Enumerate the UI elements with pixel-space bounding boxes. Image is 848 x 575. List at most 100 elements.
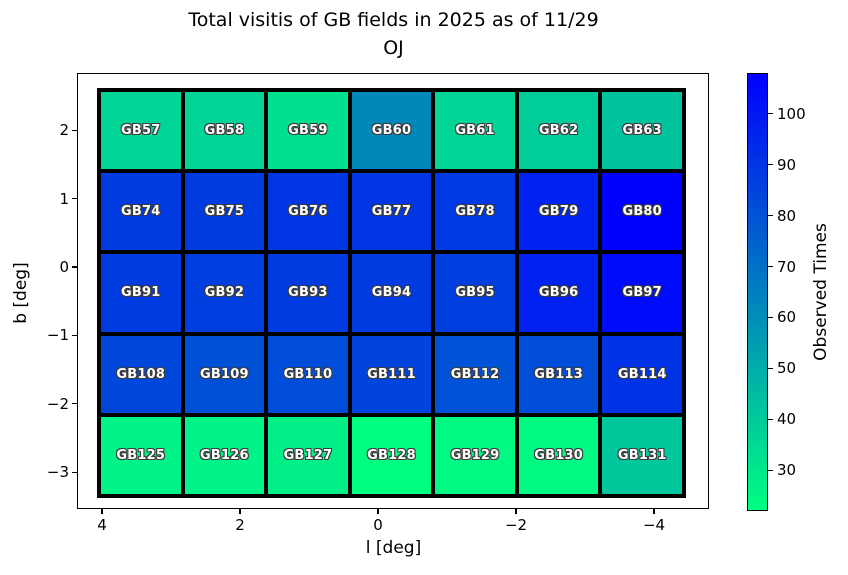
field-label: GB127	[283, 447, 333, 463]
heatmap-cell-GB57: GB57	[99, 90, 183, 172]
y-tick-mark	[72, 403, 77, 405]
y-tick-label: 1	[59, 189, 69, 208]
heatmap-cell-GB110: GB110	[266, 333, 350, 415]
heatmap-cell-GB112: GB112	[433, 333, 517, 415]
field-label: GB96	[538, 285, 579, 301]
colorbar-tick-label: 60	[777, 308, 797, 327]
y-axis-label: b [deg]	[11, 262, 31, 324]
heatmap-cell-GB126: GB126	[182, 414, 267, 496]
heatmap-cell-GB97: GB97	[600, 252, 684, 334]
heatmap-cell-GB92: GB92	[182, 252, 267, 334]
field-label: GB75	[204, 204, 245, 220]
heatmap-cell-GB58: GB58	[182, 90, 267, 172]
field-label: GB58	[204, 123, 245, 139]
x-tick-label: 2	[235, 516, 245, 534]
field-label: GB128	[367, 447, 416, 463]
x-tick-mark	[653, 509, 655, 514]
heatmap-cell-GB77: GB77	[349, 171, 434, 253]
field-label: GB109	[199, 366, 249, 382]
heatmap-cell-GB79: GB79	[516, 171, 601, 253]
y-tick-label: −2	[46, 394, 69, 413]
heatmap-cell-GB109: GB109	[182, 333, 267, 415]
field-label: GB108	[116, 366, 166, 382]
y-tick-label: −1	[46, 326, 69, 345]
field-label: GB78	[455, 204, 495, 220]
y-tick-mark	[72, 198, 77, 200]
y-tick-label: 2	[59, 121, 69, 140]
field-label: GB113	[534, 366, 583, 382]
colorbar-tick-label: 80	[777, 206, 797, 225]
field-label: GB93	[288, 285, 328, 301]
x-tick-label: 0	[373, 516, 383, 534]
field-label: GB80	[622, 204, 662, 220]
heatmap-cell-GB127: GB127	[266, 414, 350, 496]
field-label: GB94	[371, 285, 412, 301]
heatmap-cell-GB128: GB128	[349, 414, 434, 496]
colorbar-tick-mark	[768, 469, 773, 471]
heatmap-cell-GB96: GB96	[516, 252, 601, 334]
colorbar-tick-label: 50	[777, 359, 797, 378]
colorbar-tick-mark	[768, 164, 773, 166]
field-label: GB112	[450, 366, 500, 382]
colorbar-tick-label: 30	[777, 461, 797, 480]
x-axis-label: l [deg]	[365, 538, 422, 558]
field-label: GB57	[121, 123, 161, 139]
heatmap-cell-GB91: GB91	[99, 252, 183, 334]
y-tick-mark	[72, 334, 77, 337]
heatmap-cell-GB75: GB75	[182, 171, 267, 253]
heatmap-cell-GB62: GB62	[516, 90, 601, 172]
field-label: GB129	[450, 447, 500, 463]
colorbar-tick-mark	[768, 265, 773, 268]
field-label: GB74	[121, 204, 161, 220]
x-tick-label: −2	[504, 516, 528, 534]
field-label: GB110	[283, 366, 333, 382]
heatmap-cell-GB114: GB114	[600, 333, 684, 415]
heatmap-cell-GB131: GB131	[600, 414, 684, 496]
heatmap-cell-GB129: GB129	[433, 414, 517, 496]
field-label: GB63	[622, 123, 662, 139]
x-tick-mark	[377, 509, 379, 514]
x-tick-mark	[239, 509, 241, 514]
colorbar-tick-label: 70	[777, 257, 797, 276]
field-label: GB61	[455, 123, 495, 139]
field-label: GB59	[288, 123, 328, 139]
field-label: GB131	[617, 447, 667, 463]
heatmap-cell-GB94: GB94	[349, 252, 434, 334]
y-tick-label: −3	[46, 463, 69, 482]
field-label: GB77	[371, 204, 412, 220]
field-label: GB114	[617, 366, 667, 382]
field-label: GB130	[534, 447, 583, 463]
chart-title-line2: OJ	[383, 37, 404, 59]
heatmap-cell-GB78: GB78	[433, 171, 517, 253]
y-tick-label: 0	[59, 258, 69, 276]
heatmap-grid: GB57 GB58 GB59 GB60 GB61 GB62 GB63 GB74 GB75 GB76…	[97, 88, 686, 498]
colorbar-tick-mark	[768, 113, 773, 115]
colorbar-label: Observed Times	[811, 223, 831, 361]
heatmap-cell-GB130: GB130	[516, 414, 601, 496]
colorbar-tick-label: 100	[777, 104, 806, 123]
heatmap-cell-GB63: GB63	[600, 90, 684, 172]
plot-area: GB57 GB58 GB59 GB60 GB61 GB62 GB63 GB74 GB75 GB76…	[77, 73, 709, 509]
field-label: GB111	[367, 366, 416, 382]
field-label: GB126	[199, 447, 249, 463]
field-label: GB91	[121, 285, 161, 301]
field-label: GB95	[455, 285, 495, 301]
x-tick-label: −4	[642, 516, 666, 534]
colorbar-tick-mark	[768, 316, 773, 319]
heatmap-cell-GB74: GB74	[99, 171, 183, 253]
heatmap-cell-GB61: GB61	[433, 90, 517, 172]
y-tick-mark	[72, 471, 77, 473]
chart-title: Total visitis of GB fields in 2025 as of…	[77, 6, 710, 62]
field-label: GB92	[204, 285, 245, 301]
colorbar-gradient	[747, 73, 768, 511]
colorbar-tick-mark	[768, 215, 773, 217]
heatmap-cell-GB76: GB76	[266, 171, 350, 253]
heatmap-cell-GB125: GB125	[99, 414, 183, 496]
heatmap-cell-GB60: GB60	[349, 90, 434, 172]
x-tick-label: 4	[97, 516, 107, 534]
y-tick-mark	[72, 129, 77, 131]
field-label: GB60	[371, 123, 412, 139]
heatmap-cell-GB108: GB108	[99, 333, 183, 415]
heatmap-cell-GB80: GB80	[600, 171, 684, 253]
